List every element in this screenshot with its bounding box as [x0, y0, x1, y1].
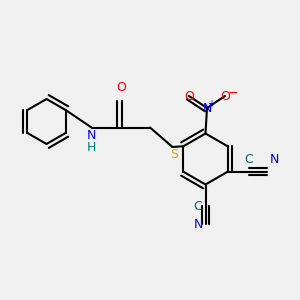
Text: N: N: [87, 129, 96, 142]
Text: −: −: [227, 86, 238, 100]
Text: S: S: [170, 148, 178, 161]
Text: N: N: [269, 153, 279, 166]
Text: N: N: [202, 101, 212, 115]
Text: C: C: [244, 153, 253, 166]
Text: O: O: [184, 89, 194, 103]
Text: O: O: [117, 82, 126, 94]
Text: +: +: [208, 99, 215, 110]
Text: C: C: [194, 200, 202, 214]
Text: H: H: [87, 141, 96, 154]
Text: O: O: [220, 89, 230, 103]
Text: N: N: [193, 218, 203, 232]
